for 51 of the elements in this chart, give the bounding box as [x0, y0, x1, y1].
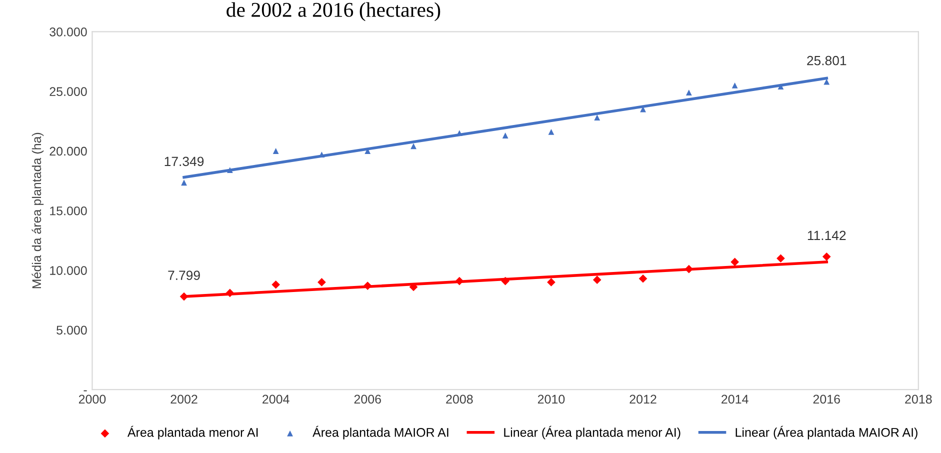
- y-tick-label: 20.000: [50, 146, 87, 156]
- legend-label: Área plantada menor AI: [127, 426, 258, 440]
- y-tick-label: -: [84, 390, 87, 392]
- data-label: 17.349: [164, 156, 204, 166]
- y-tick-label: 25.000: [50, 87, 87, 96]
- x-tick-label: 2016: [813, 394, 840, 404]
- point: [318, 278, 326, 286]
- point: [548, 128, 554, 135]
- point: [410, 143, 416, 150]
- x-tick-label: 2000: [78, 394, 106, 404]
- legend-label: Linear (Área plantada MAIOR AI): [736, 426, 918, 440]
- point: [638, 274, 648, 283]
- point: [594, 114, 600, 121]
- x-tick-label: 2014: [722, 394, 748, 404]
- point: [226, 167, 233, 174]
- point: [501, 276, 510, 286]
- data-label: 7.799: [168, 270, 200, 280]
- x-tick-label: 2018: [905, 394, 932, 404]
- point: [502, 132, 508, 138]
- chart-title: de 2002 a 2016 (hectares): [226, 2, 440, 22]
- point: [181, 180, 187, 186]
- data-label: 11.142: [808, 230, 846, 240]
- point: [455, 276, 464, 286]
- y-tick-label: 5.000: [56, 326, 87, 335]
- x-tick-label: 2004: [262, 394, 290, 404]
- point: [272, 148, 279, 154]
- y-tick-label: 10.000: [50, 266, 87, 275]
- legend-label: Linear (Área plantada menor AI): [504, 426, 680, 440]
- point: [363, 282, 372, 290]
- point: [730, 258, 739, 266]
- x-tick-label: 2010: [538, 394, 565, 404]
- point: [776, 254, 785, 263]
- point: [778, 84, 784, 90]
- point: [592, 276, 602, 284]
- point: [272, 280, 280, 289]
- point: [226, 288, 234, 298]
- point: [547, 278, 556, 286]
- y-tick-label: 15.000: [50, 206, 87, 216]
- point: [409, 282, 418, 292]
- x-tick-label: 2012: [630, 394, 656, 404]
- point: [822, 252, 831, 261]
- legend-label: Área plantada MAIOR AI: [312, 426, 448, 440]
- point: [686, 90, 692, 96]
- x-tick-label: 2006: [354, 394, 381, 404]
- point: [180, 292, 188, 301]
- x-tick-label: 2008: [446, 394, 473, 404]
- y-axis-title: Média da área plantada (ha): [32, 132, 44, 288]
- x-tick-label: 2002: [170, 394, 198, 404]
- point: [732, 82, 738, 88]
- y-tick-label: 30.000: [50, 28, 87, 36]
- data-label: 25.801: [807, 56, 846, 66]
